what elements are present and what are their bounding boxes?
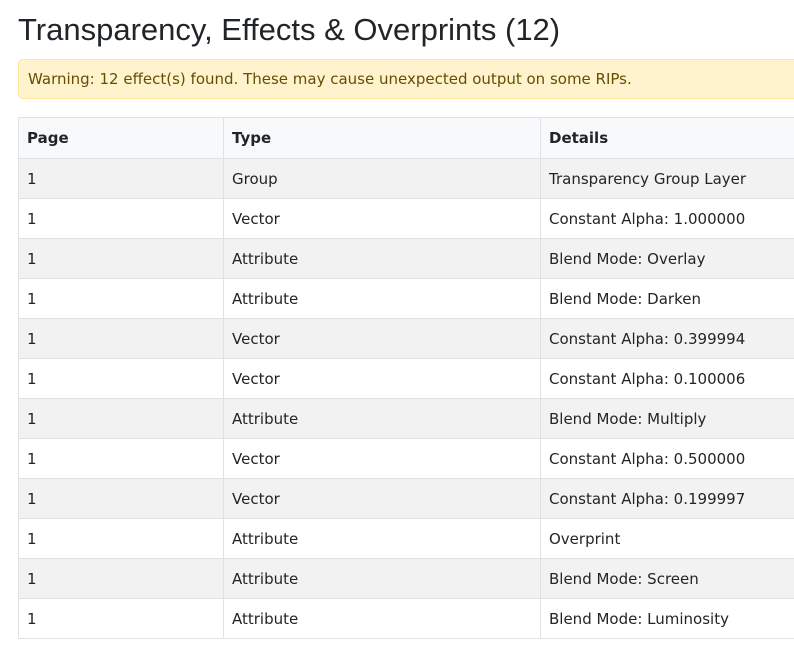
table-row: 1 Attribute Blend Mode: Overlay bbox=[18, 238, 794, 279]
column-header: Page bbox=[18, 117, 224, 159]
table-cell: Attribute bbox=[223, 598, 541, 639]
table-row: 1 Attribute Blend Mode: Screen bbox=[18, 558, 794, 599]
table-row: 1 Attribute Blend Mode: Darken bbox=[18, 278, 794, 319]
table-cell: 1 bbox=[18, 358, 224, 399]
table-cell: Vector bbox=[223, 438, 541, 479]
table-cell: Group bbox=[223, 158, 541, 199]
table-cell: Constant Alpha: 1.000000 bbox=[540, 198, 794, 239]
table-row: 1 Vector Constant Alpha: 1.000000 bbox=[18, 198, 794, 239]
table-cell: 1 bbox=[18, 518, 224, 559]
table-cell: Overprint bbox=[540, 518, 794, 559]
table-row: 1 Vector Constant Alpha: 0.399994 bbox=[18, 318, 794, 359]
table-row: 1 Attribute Overprint bbox=[18, 518, 794, 559]
effects-table: Page Type Details 1 Group Transparency Group… bbox=[18, 117, 794, 639]
table-cell: 1 bbox=[18, 478, 224, 519]
table-cell: Constant Alpha: 0.500000 bbox=[540, 438, 794, 479]
warning: Warning: 12 effect(s) found. These may c… bbox=[18, 59, 794, 99]
table-cell: 1 bbox=[18, 438, 224, 479]
table-cell: 1 bbox=[18, 558, 224, 599]
table-row: 1 Vector Constant Alpha: 0.199997 bbox=[18, 478, 794, 519]
table-cell: Vector bbox=[223, 198, 541, 239]
table-row: 1 Vector Constant Alpha: 0.500000 bbox=[18, 438, 794, 479]
table-cell: Attribute bbox=[223, 398, 541, 439]
table-cell: Blend Mode: Screen bbox=[540, 558, 794, 599]
column-header: Type bbox=[223, 117, 541, 159]
table-cell: Attribute bbox=[223, 238, 541, 279]
table-cell: Blend Mode: Overlay bbox=[540, 238, 794, 279]
table-cell: Constant Alpha: 0.399994 bbox=[540, 318, 794, 359]
table-row: 1 Attribute Blend Mode: Multiply bbox=[18, 398, 794, 439]
column-header: Details bbox=[540, 117, 794, 159]
table-cell: Blend Mode: Luminosity bbox=[540, 598, 794, 639]
header-row: Page Type Details bbox=[18, 117, 794, 159]
table-cell: Blend Mode: Multiply bbox=[540, 398, 794, 439]
table-row: 1 Attribute Blend Mode: Luminosity bbox=[18, 598, 794, 639]
table-cell: Transparency Group Layer bbox=[540, 158, 794, 199]
table-row: 1 Vector Constant Alpha: 0.100006 bbox=[18, 358, 794, 399]
table-cell: Vector bbox=[223, 478, 541, 519]
table-cell: 1 bbox=[18, 598, 224, 639]
table-body: 1 Group Transparency Group Layer 1 Vector Con… bbox=[18, 158, 794, 639]
table-cell: Attribute bbox=[223, 278, 541, 319]
table-cell: Blend Mode: Darken bbox=[540, 278, 794, 319]
table-cell: Vector bbox=[223, 318, 541, 359]
table-cell: 1 bbox=[18, 318, 224, 359]
table-cell: 1 bbox=[18, 398, 224, 439]
table-cell: 1 bbox=[18, 198, 224, 239]
title: Transparency, Effects & Overprints (12) bbox=[18, 12, 561, 47]
table-cell: Constant Alpha: 0.199997 bbox=[540, 478, 794, 519]
table-row: 1 Group Transparency Group Layer bbox=[18, 158, 794, 199]
table-cell: 1 bbox=[18, 238, 224, 279]
table-cell: Constant Alpha: 0.100006 bbox=[540, 358, 794, 399]
table-cell: 1 bbox=[18, 278, 224, 319]
table-cell: Attribute bbox=[223, 558, 541, 599]
table-cell: Vector bbox=[223, 358, 541, 399]
table-cell: 1 bbox=[18, 158, 224, 199]
table-cell: Attribute bbox=[223, 518, 541, 559]
